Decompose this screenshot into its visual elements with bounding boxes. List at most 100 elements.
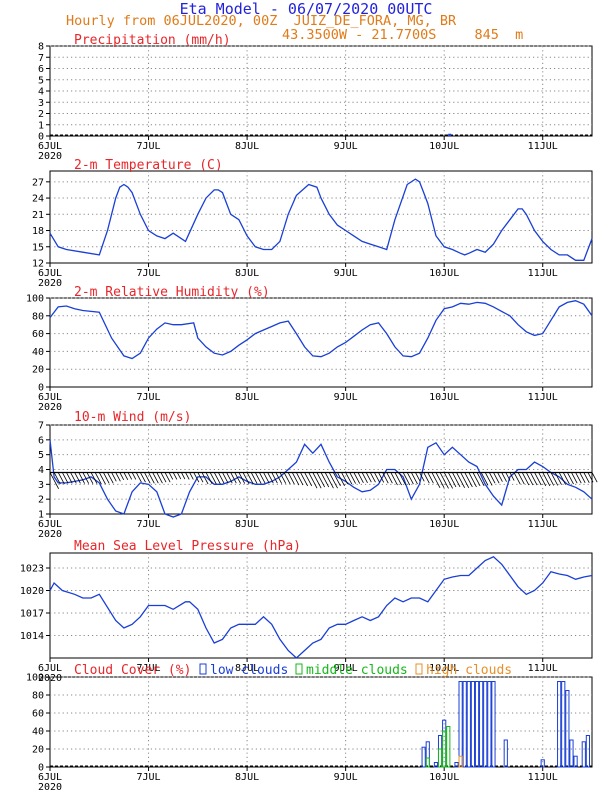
cloud-bar-low-clouds (573, 755, 578, 768)
mslp-xtick-label: 9JUL (334, 663, 358, 674)
wind-barb (484, 472, 493, 486)
legend-label-high-clouds: high clouds (426, 663, 512, 678)
legend-label-middle-clouds: middle clouds (306, 663, 408, 678)
wind-ytick-label: 1 (38, 510, 44, 521)
wind-barb (74, 472, 81, 484)
wind-barb (571, 472, 578, 484)
wind-barb (152, 472, 159, 484)
cloud-xtick-label: 6JUL (38, 772, 62, 783)
legend-swatch-high-clouds (415, 663, 423, 675)
wind-barb (488, 472, 496, 484)
wind-barb (456, 472, 465, 489)
wind-barb (509, 472, 515, 481)
wind-barb (349, 472, 356, 484)
wind-barb (517, 472, 525, 485)
wind-ytick-label: 7 (38, 421, 44, 432)
temp-xtick-year: 2020 (38, 278, 62, 289)
mslp-ytick-label: 1014 (20, 631, 44, 642)
legend-swatch-middle-clouds (295, 663, 303, 675)
wind-xtick-label: 8JUL (235, 519, 259, 530)
wind-barb (534, 472, 542, 486)
cloud-bar-middle-clouds (437, 748, 443, 768)
wind-barb (287, 472, 295, 485)
wind-barb (107, 472, 114, 484)
rh-series-line (49, 300, 593, 360)
wind-barb (513, 472, 521, 485)
wind-barb (300, 472, 308, 487)
wind-barb (205, 472, 213, 485)
wind-barb (66, 472, 73, 484)
wind-xtick-label: 7JUL (136, 519, 160, 530)
mslp-xtick-label: 6JUL (38, 663, 62, 674)
wind-barb (156, 472, 163, 484)
cloud-bar-low-clouds (503, 739, 508, 768)
wind-barb (357, 472, 364, 483)
wind-barb (275, 472, 283, 484)
wind-barb (283, 472, 291, 485)
temp-xtick-label: 11JUL (528, 268, 558, 279)
wind-barb (82, 472, 90, 484)
wind-barb (390, 472, 398, 486)
precip-ytick-label: 1 (38, 120, 44, 131)
temp-xtick-label: 10JUL (429, 268, 459, 279)
wind-barb (583, 472, 590, 483)
wind-barb (369, 472, 376, 483)
wind-barb (402, 472, 411, 486)
wind-barb (49, 472, 59, 489)
wind-barb (312, 472, 322, 489)
wind-barb (103, 472, 110, 484)
wind-barb (234, 472, 241, 484)
precip-xtick-label: 9JUL (334, 141, 358, 152)
rh-title: 2-m Relative Humidity (%) (74, 285, 270, 300)
wind-barb (246, 472, 254, 485)
wind-barb (398, 472, 407, 486)
wind-barb (452, 472, 461, 488)
temp-ytick-label: 27 (32, 177, 44, 188)
mslp-ytick-label: 1023 (20, 564, 44, 575)
cloud-ytick-label: 60 (32, 709, 44, 720)
station-elevation: 845 m (474, 27, 524, 43)
wind-barb (226, 472, 233, 484)
wind-barb (263, 472, 270, 484)
wind-barb (131, 472, 137, 480)
wind-barb (291, 472, 300, 486)
wind-barb (361, 472, 368, 483)
wind-barb (374, 472, 381, 483)
legend-label-low-clouds: low clouds (210, 663, 288, 678)
cloud-bar-low-clouds (491, 681, 496, 768)
wind-barb (160, 472, 167, 483)
wind-barb (415, 472, 421, 482)
wind-ytick-label: 4 (38, 465, 44, 476)
station-latlon: 43.3500W - 21.7700S (282, 27, 437, 43)
cloud-bar-low-clouds (458, 681, 463, 768)
wind-barb (53, 472, 61, 485)
wind-barb (345, 472, 353, 485)
wind-barb (575, 472, 582, 484)
wind-barb (558, 472, 566, 485)
rh-xtick-label: 7JUL (136, 392, 160, 403)
wind-barb (587, 472, 594, 483)
wind-barb (378, 472, 385, 483)
cloud-ytick-label: 100 (26, 673, 44, 684)
wind-barb (181, 472, 186, 480)
wind-barb (193, 472, 200, 483)
wind-barb (497, 472, 503, 482)
wind-barb (476, 472, 485, 487)
wind-barb (394, 472, 402, 486)
wind-barb (127, 472, 133, 480)
wind-title: 10-m Wind (m/s) (74, 410, 191, 425)
wind-barb (119, 472, 125, 480)
wind-barb (579, 472, 586, 483)
wind-barb (501, 472, 507, 482)
wind-barb (493, 472, 500, 484)
cloud-bar-low-clouds (421, 746, 426, 768)
wind-barb (562, 472, 570, 485)
wind-barb (320, 472, 330, 488)
wind-barb (328, 472, 338, 489)
cloud-xtick-label: 7JUL (136, 772, 160, 783)
wind-barb (135, 472, 142, 483)
cloud-title: Cloud Cover (%) (74, 663, 191, 678)
wind-barb (410, 472, 418, 485)
wind-ytick-label: 3 (38, 480, 44, 491)
